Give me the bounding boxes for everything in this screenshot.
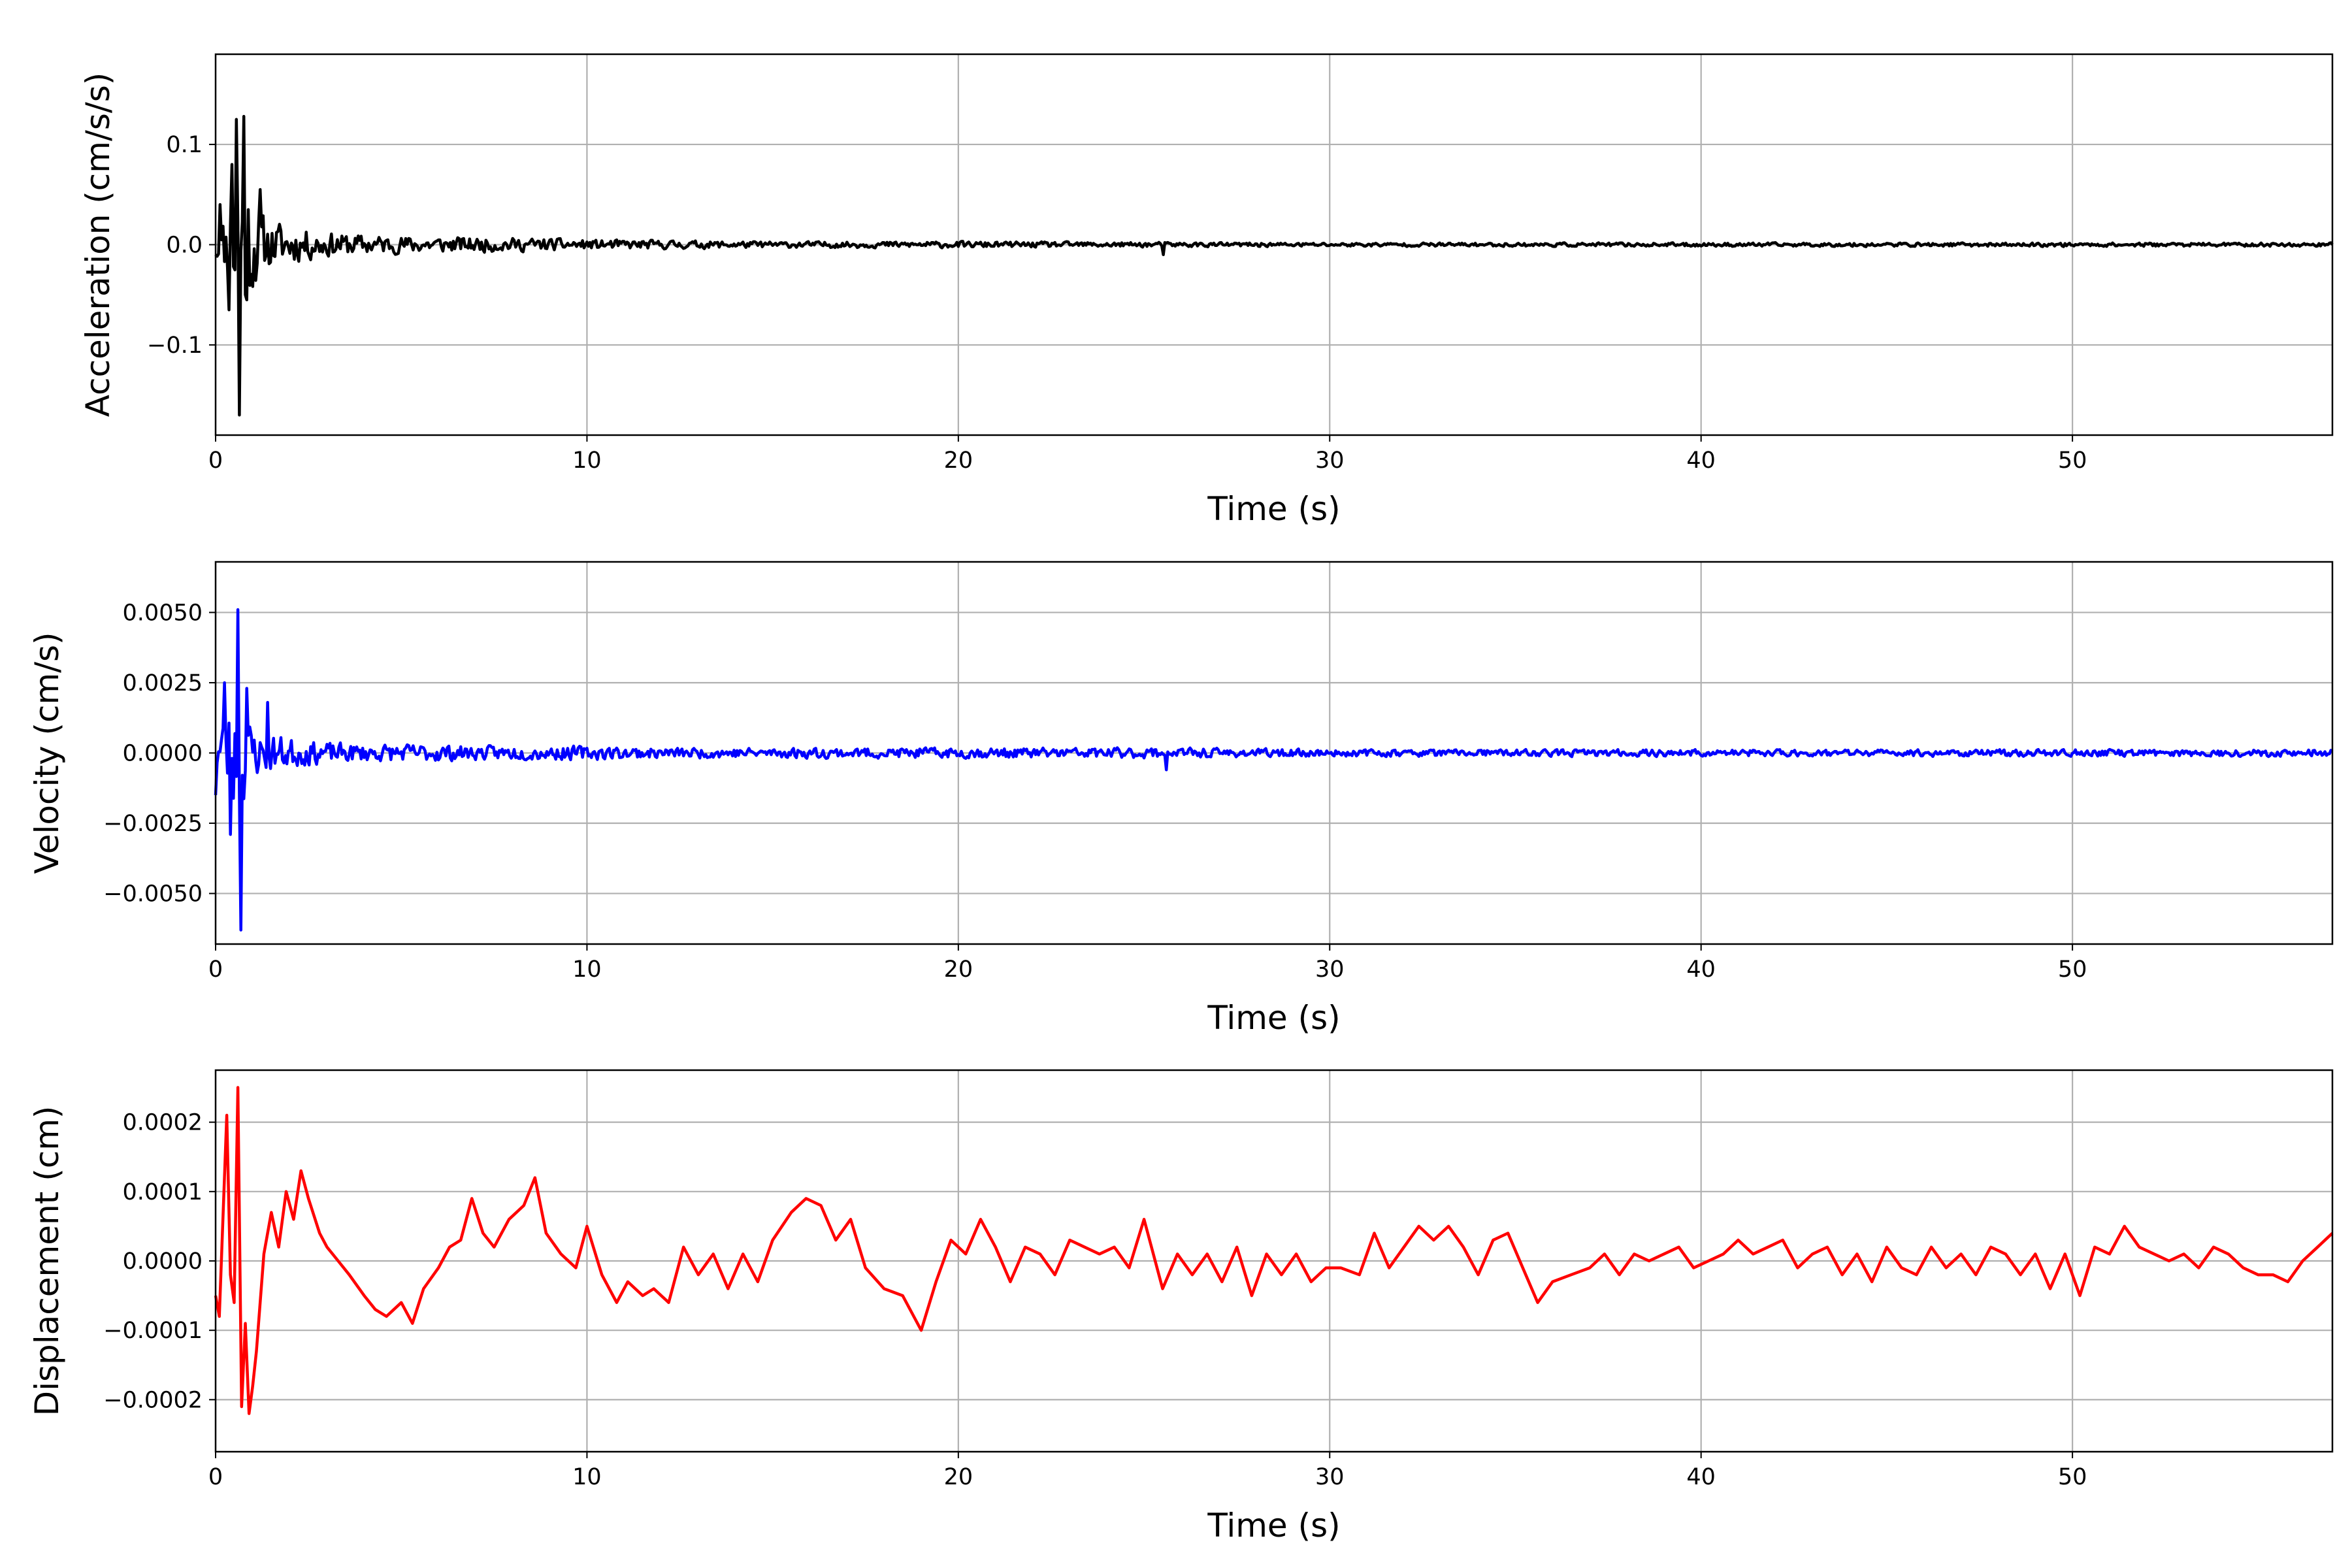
velocity-series-line: [214, 608, 2334, 932]
velocity-series-group: [214, 608, 2334, 932]
velocity-y-axis-label: Velocity (cm/s): [28, 632, 66, 874]
velocity-y-ticks: 0.0050 0.0025 0.0000 −0.0025 −0.0050: [103, 600, 216, 907]
velocity-y-tick-label: −0.0050: [103, 881, 203, 907]
displacement-x-tick-label: 0: [208, 1464, 223, 1490]
velocity-x-ticks: 0 10 20 30 40 50: [208, 944, 2087, 983]
acceleration-y-ticks: 0.1 0.0 −0.1: [147, 132, 216, 359]
displacement-x-tick-label: 20: [944, 1464, 973, 1490]
acceleration-x-ticks: 0 10 20 30 40 50: [208, 435, 2087, 474]
acceleration-y-tick-label: −0.1: [147, 333, 203, 359]
velocity-y-tick-label: 0.0050: [123, 600, 203, 626]
displacement-y-ticks: 0.0002 0.0001 0.0000 −0.0001 −0.0002: [103, 1110, 216, 1413]
displacement-y-tick-label: −0.0002: [103, 1387, 203, 1413]
acceleration-y-tick-label: 0.1: [166, 132, 203, 158]
displacement-x-tick-label: 10: [572, 1464, 602, 1490]
acceleration-y-tick-label: 0.0: [166, 233, 203, 259]
acceleration-x-axis-label: Time (s): [1207, 490, 1340, 528]
displacement-x-axis-label: Time (s): [1207, 1507, 1340, 1544]
velocity-x-tick-label: 10: [572, 956, 602, 983]
acceleration-x-tick-label: 10: [572, 448, 602, 474]
displacement-x-tick-label: 50: [2058, 1464, 2087, 1490]
acceleration-x-tick-label: 0: [208, 448, 223, 474]
velocity-x-tick-label: 40: [1686, 956, 1716, 983]
velocity-x-tick-label: 20: [944, 956, 973, 983]
velocity-panel: 0 10 20 30 40 50 0.0050 0.0025 0.0000 −0.0025 −0.…: [28, 561, 2334, 1037]
velocity-y-tick-label: 0.0000: [123, 741, 203, 767]
displacement-y-tick-label: −0.0001: [103, 1318, 203, 1344]
acceleration-x-tick-label: 20: [944, 448, 973, 474]
acceleration-x-tick-label: 30: [1315, 448, 1345, 474]
acceleration-series-group: [214, 114, 2334, 417]
velocity-x-tick-label: 30: [1315, 956, 1345, 983]
displacement-x-tick-label: 30: [1315, 1464, 1345, 1490]
displacement-series-group: [214, 1086, 2334, 1415]
displacement-series-line: [214, 1086, 2334, 1415]
displacement-y-axis-label: Displacement (cm): [28, 1106, 66, 1416]
velocity-x-axis-label: Time (s): [1207, 999, 1340, 1037]
displacement-panel: 0 10 20 30 40 50 0.0002 0.0001 0.0000 −0.0001 −0.…: [28, 1069, 2334, 1544]
velocity-x-tick-label: 0: [208, 956, 223, 983]
velocity-x-tick-label: 50: [2058, 956, 2087, 983]
displacement-y-tick-label: 0.0002: [123, 1110, 203, 1136]
acceleration-series-line: [214, 114, 2334, 417]
velocity-y-tick-label: −0.0025: [103, 811, 203, 837]
velocity-y-tick-label: 0.0025: [123, 670, 203, 696]
acceleration-y-axis-label: Acceleration (cm/s/s): [79, 73, 117, 417]
displacement-y-tick-label: 0.0001: [123, 1179, 203, 1205]
acceleration-panel: 0 10 20 30 40 50 0.1 0.0 −0.1 Time (s) Accelera…: [79, 53, 2334, 528]
displacement-y-tick-label: 0.0000: [123, 1249, 203, 1275]
displacement-x-tick-label: 40: [1686, 1464, 1716, 1490]
displacement-x-ticks: 0 10 20 30 40 50: [208, 1452, 2087, 1490]
acceleration-x-tick-label: 50: [2058, 448, 2087, 474]
acceleration-x-tick-label: 40: [1686, 448, 1716, 474]
